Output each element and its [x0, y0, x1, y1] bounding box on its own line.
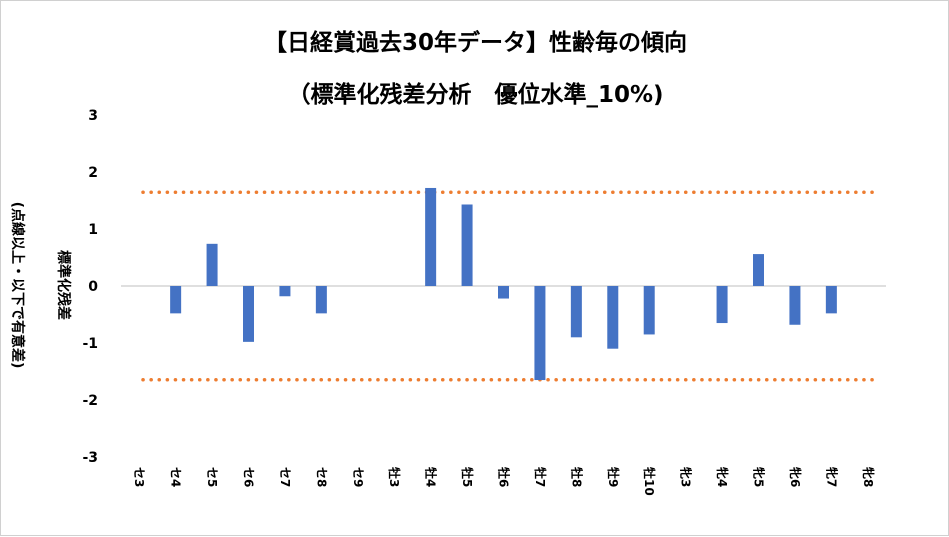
y-tick-label: 3: [88, 108, 98, 124]
x-tick-label: 牡3: [387, 467, 402, 487]
x-tick-label: セ4: [169, 467, 183, 487]
x-tick-label: 牝3: [679, 467, 694, 487]
bar: [716, 286, 728, 324]
bar: [279, 286, 291, 297]
bar: [534, 286, 546, 381]
y-tick-label: -2: [82, 393, 98, 409]
x-tick-label: 牡6: [497, 467, 512, 487]
bars: [170, 187, 837, 381]
y-axis-label: 標準化残差: [55, 250, 72, 320]
bar: [825, 286, 837, 314]
bar: [498, 286, 509, 299]
bar: [607, 286, 619, 349]
bar: [425, 187, 437, 286]
bar: [170, 286, 182, 314]
x-tick-label: セ8: [314, 467, 328, 487]
x-tick-label: セ3: [132, 467, 146, 487]
y-axis-label-group: 標準化残差 (点線以上・以下で有意差): [9, 202, 72, 369]
x-tick-label: 牝6: [788, 467, 803, 487]
y-tick-label: 0: [88, 279, 98, 295]
y-tick-label: -3: [82, 450, 98, 466]
x-tick-label: 牝5: [752, 467, 767, 487]
x-tick-label: 牝7: [824, 467, 839, 487]
chart-subtitle: （標準化残差分析 優位水準_10%): [287, 82, 664, 108]
bar: [570, 286, 582, 338]
x-tick-label: 牡8: [569, 467, 584, 487]
bar: [461, 204, 473, 286]
bar: [243, 286, 254, 342]
x-tick-label: 牡9: [606, 467, 621, 487]
x-tick-label: 牡10: [642, 467, 657, 496]
y-axis-ticks: 3 2 1 0 -1 -2 -3: [82, 108, 98, 466]
y-tick-label: -1: [82, 336, 98, 352]
y-tick-label: 1: [88, 222, 98, 238]
x-tick-label: セ6: [242, 467, 256, 487]
y-tick-label: 2: [88, 165, 98, 181]
x-axis-ticks: セ3 セ4 セ5 セ6 セ7 セ8 セ9 牡3 牡4 牡5 牡6 牡7 牡8 牡9 牡10 牝3 牝4 牝5 牝6 牝…: [132, 467, 876, 496]
bar: [643, 286, 655, 335]
bar: [315, 286, 327, 314]
x-tick-label: セ9: [351, 467, 365, 487]
x-tick-label: 牡7: [533, 467, 548, 487]
bar: [789, 286, 801, 325]
x-tick-label: 牝8: [861, 467, 876, 487]
chart-title: 【日経賞過去30年データ】性齢毎の傾向: [263, 30, 687, 56]
x-tick-label: 牡4: [424, 467, 439, 487]
x-tick-label: 牡5: [460, 467, 475, 487]
bar: [206, 243, 218, 286]
threshold-lines: [141, 190, 878, 382]
x-tick-label: セ7: [278, 467, 292, 487]
x-tick-label: セ5: [205, 467, 219, 487]
bar: [753, 254, 764, 286]
y-axis-label-note: (点線以上・以下で有意差): [9, 202, 26, 369]
x-tick-label: 牝4: [715, 467, 730, 487]
